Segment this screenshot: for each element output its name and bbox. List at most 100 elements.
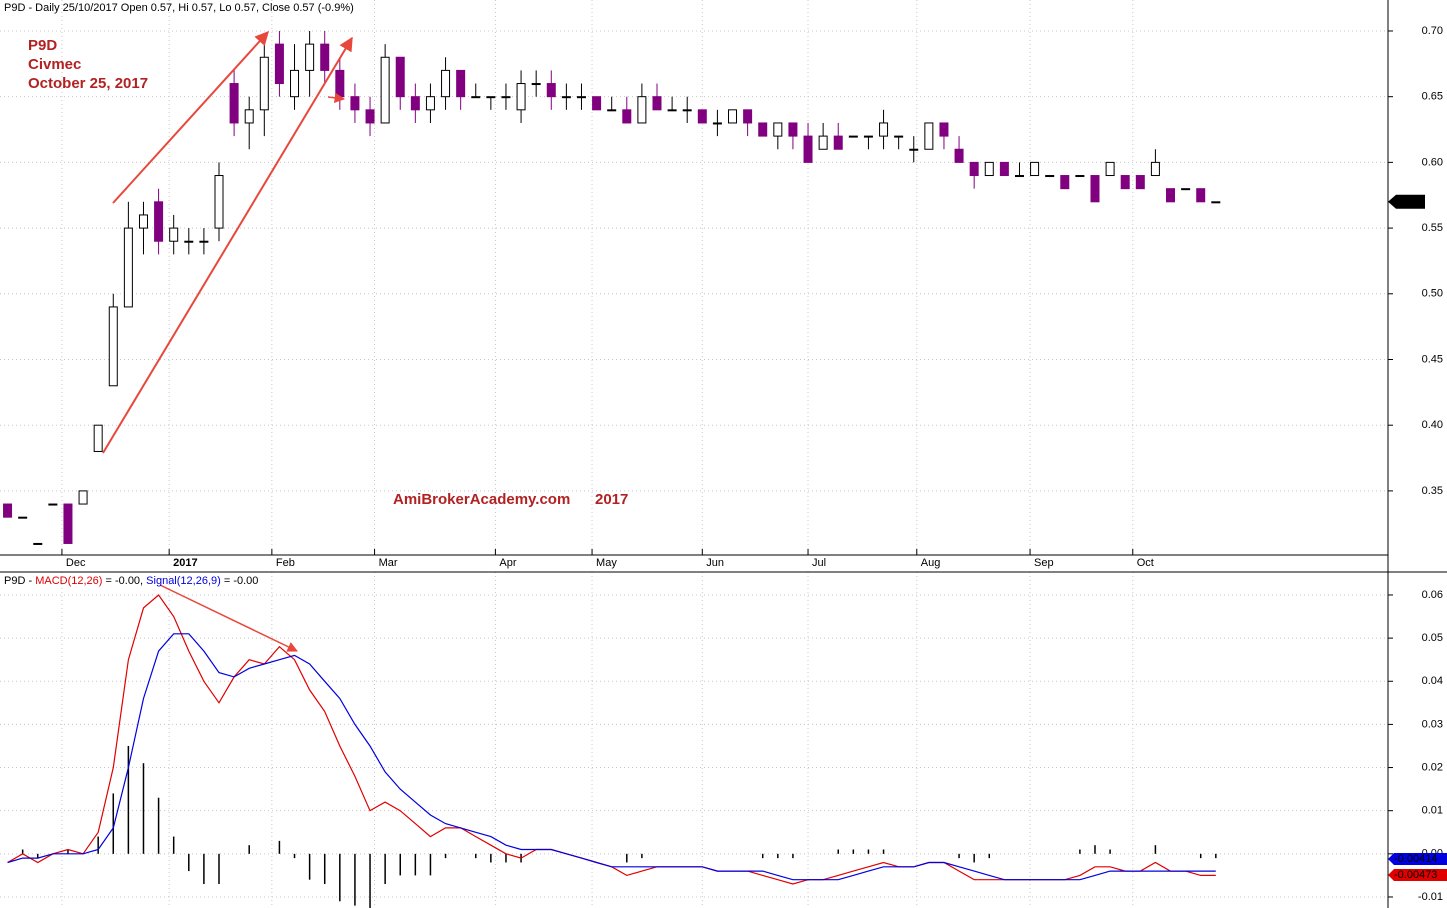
candle-body [214,175,224,229]
candle-body [425,96,435,111]
y-tick-label: 0.40 [1422,419,1443,431]
candle-body [712,122,722,125]
candle-body [697,109,707,124]
candle-body [969,161,979,177]
y-tick-label: 0.50 [1422,288,1443,300]
x-tick-label: Aug [921,557,941,569]
x-tick-label: Sep [1034,557,1054,569]
candle-body [501,96,511,99]
x-tick-label: Oct [1137,557,1154,569]
candle-body [1030,161,1040,177]
candle-body [682,109,692,112]
candle-body [1105,161,1115,177]
candle-body [3,503,13,518]
candle-body [78,490,88,505]
candle-body [1181,188,1191,191]
candle-body [1150,161,1160,177]
x-tick-label: Mar [379,557,398,569]
candle-body [305,43,315,71]
candle-body [939,122,949,137]
candle-body [984,161,994,177]
candle-body [592,96,602,111]
y-tick-label: 0.35 [1422,485,1443,497]
last-price-box [1388,194,1425,209]
trend-arrows [102,30,353,652]
series-line [7,633,1216,881]
candle-body [395,56,405,98]
candle-body [848,135,858,138]
candle-body [576,96,586,99]
candle-body [18,516,28,519]
candle-body [229,83,239,124]
candle-body [667,109,677,112]
annotation: October 25, 2017 [28,75,148,92]
y-tick-label: 0.60 [1422,156,1443,168]
candle-body [154,201,164,242]
candle-body [380,56,390,124]
candle-body [184,240,194,243]
annotation: AmiBrokerAcademy.com [393,491,570,508]
candle-body [169,227,179,242]
y-tick-label: 0.70 [1422,25,1443,37]
candle-body [138,214,148,229]
candle-body [607,109,617,112]
y-tick-label: 0.06 [1422,589,1443,601]
candle-body [335,69,345,98]
candle-body [274,43,284,85]
candle-body [199,240,209,243]
candle-body [833,135,843,150]
candle-body [259,56,269,111]
candle-body [1120,175,1130,190]
series-name: Signal(12,26,9) [146,575,221,587]
candle-body [863,135,873,138]
series-readout: = -0.00 [224,575,259,587]
arrow [327,92,346,104]
last-price-label: 0.57 [1398,196,1419,208]
candle-body [1014,175,1024,178]
candle-body [879,122,889,137]
candle-body [1045,175,1055,178]
series-readout: = -0.00, [106,575,144,587]
y-tick-label: 0.55 [1422,222,1443,234]
candle-body [486,96,496,99]
candle-body [894,135,904,138]
marker-box [1388,853,1447,865]
x-tick-label: 2017 [173,557,197,569]
candle-body [516,83,526,111]
series-name: MACD(12,26) [35,575,102,587]
candle-body [1060,175,1070,190]
candle-body [456,69,466,98]
candle-body [561,96,571,99]
candle-body [999,161,1009,177]
marker-label: -0.00473 [1394,869,1437,881]
candle-body [531,83,541,86]
y-tick-label: -0.01 [1418,891,1443,903]
candle-body [1090,175,1100,203]
candle-body [622,109,632,124]
candle-body [818,135,828,150]
y-tick-label: 0.01 [1422,805,1443,817]
candle-body [123,227,133,308]
y-tick-label: 0.02 [1422,761,1443,773]
candle-body [33,542,43,545]
candle-body [1135,175,1145,190]
x-tick-label: Dec [66,557,86,569]
candle-body [728,109,738,124]
candle-body [803,135,813,163]
annotation: 2017 [595,491,628,508]
y-tick-label: 0.65 [1422,91,1443,103]
candle-body [441,69,451,98]
candle-body [773,122,783,137]
x-tick-label: Jul [812,557,826,569]
macd-title-prefix: P9D - [4,575,32,587]
candle-body [758,122,768,137]
candle-body [350,96,360,111]
y-tick-label: 0.04 [1422,675,1443,687]
marker-box [1388,869,1447,881]
candle-body [954,148,964,163]
candle-body [93,424,103,452]
marker-label: -0.00414 [1394,853,1437,865]
chart-title: P9D - Daily 25/10/2017 Open 0.57, Hi 0.5… [4,2,354,14]
